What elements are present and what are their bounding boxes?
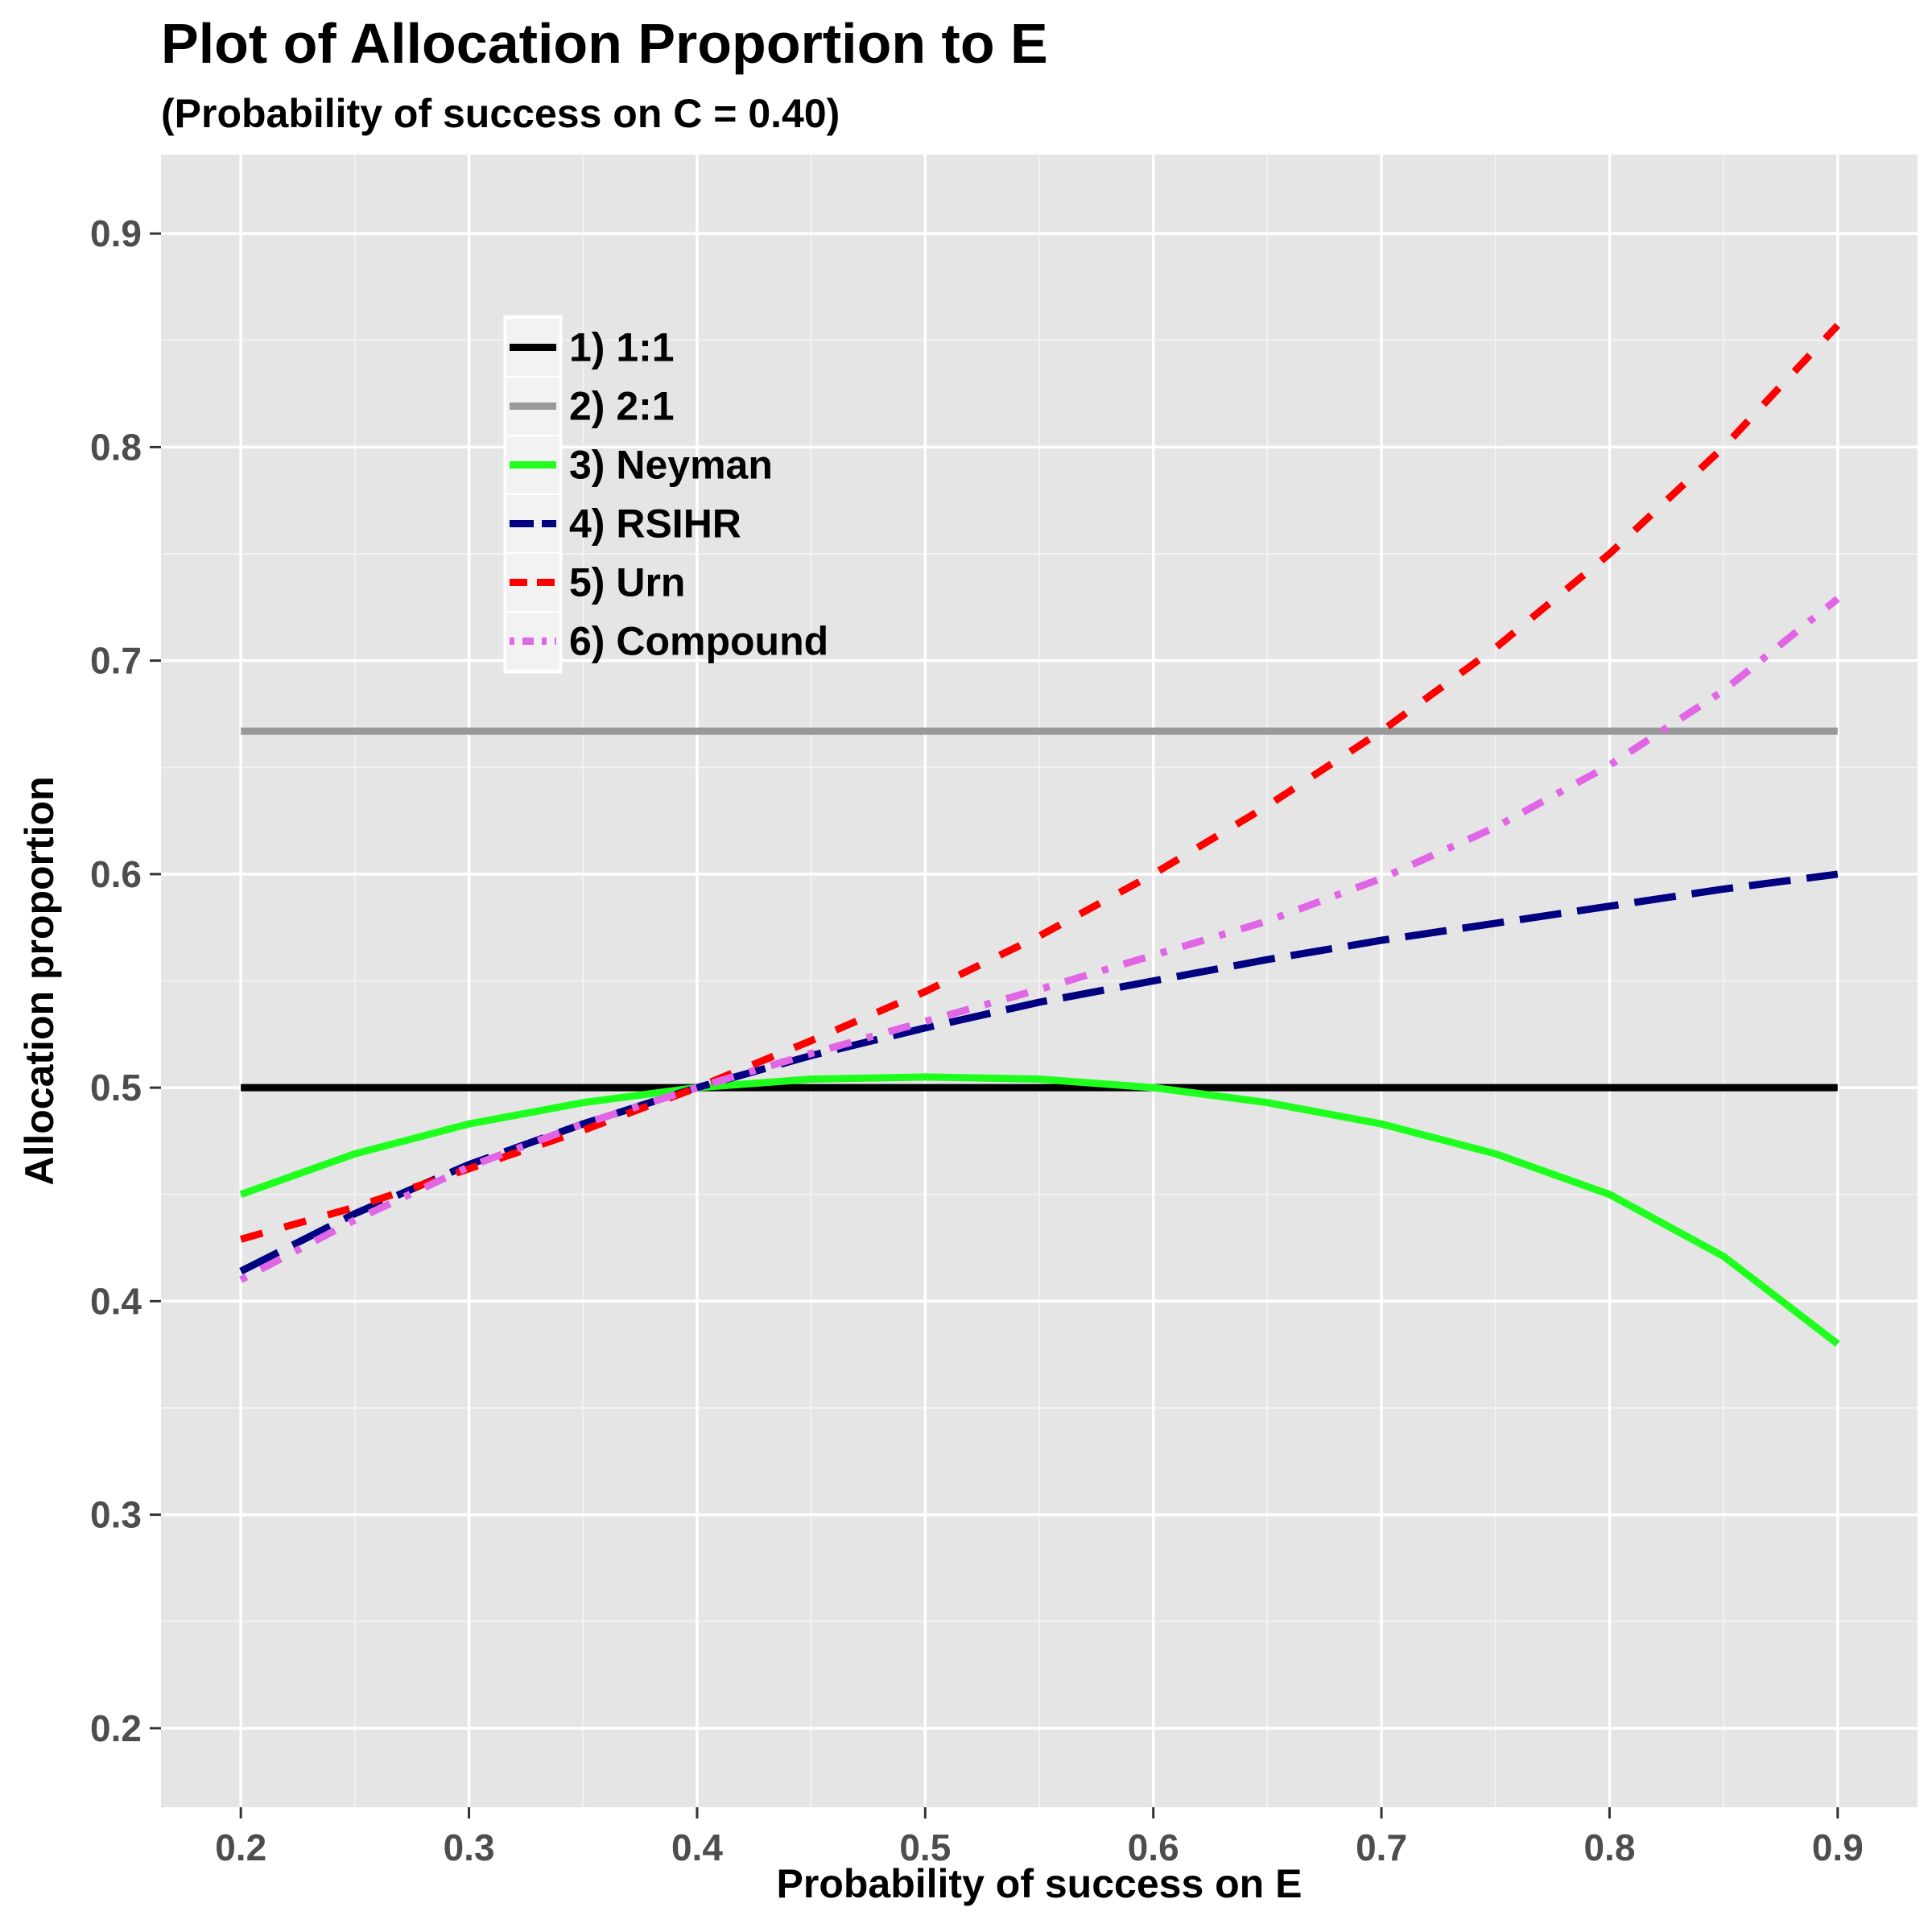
legend-label-3: 3) Neyman bbox=[569, 443, 773, 488]
tick-labels: 0.2 0.3 0.4 0.5 0.6 0.7 0.8 0.9 0.2 0.3 0.4 0.5 0.6 0… bbox=[90, 213, 1864, 1868]
x-tick-label: 0.2 bbox=[215, 1827, 266, 1868]
x-tick-label: 0.6 bbox=[1128, 1827, 1179, 1868]
y-tick-label: 0.6 bbox=[90, 853, 142, 895]
x-tick-label: 0.7 bbox=[1356, 1827, 1407, 1868]
y-tick-label: 0.8 bbox=[90, 426, 142, 468]
grid-minor bbox=[161, 155, 1918, 1807]
chart-subtitle: (Probability of success on C = 0.40) bbox=[161, 91, 840, 136]
legend-label-1: 1) 1:1 bbox=[569, 325, 675, 370]
y-tick-label: 0.9 bbox=[90, 213, 142, 254]
series-line-3 bbox=[239, 1073, 1840, 1347]
legend-label-5: 5) Urn bbox=[569, 560, 685, 605]
x-axis-title: Probability of success on E bbox=[777, 1861, 1302, 1906]
x-tick-label: 0.4 bbox=[671, 1827, 723, 1868]
y-tick-label: 0.7 bbox=[90, 640, 142, 682]
series-line-4 bbox=[239, 870, 1839, 1275]
legend-label-6: 6) Compound bbox=[569, 619, 828, 664]
axis-ticks bbox=[150, 232, 1839, 1818]
legend: 1) 1:1 2) 2:1 3) Neyman 4) RSIHR 5) Urn 6) Co… bbox=[503, 315, 828, 674]
legend-label-4: 4) RSIHR bbox=[569, 502, 741, 547]
y-tick-label: 0.3 bbox=[90, 1494, 142, 1536]
x-tick-label: 0.8 bbox=[1583, 1827, 1635, 1868]
y-axis-title: Allocation proportion bbox=[17, 776, 62, 1185]
chart-title: Plot of Allocation Proportion to E bbox=[161, 12, 1048, 75]
y-tick-label: 0.5 bbox=[90, 1067, 142, 1108]
legend-label-2: 2) 2:1 bbox=[569, 384, 675, 429]
y-tick-label: 0.4 bbox=[90, 1280, 142, 1322]
series-lines bbox=[239, 323, 1841, 1347]
x-tick-label: 0.9 bbox=[1812, 1827, 1864, 1868]
series-line-5 bbox=[239, 323, 1841, 1243]
y-tick-label: 0.2 bbox=[90, 1707, 142, 1749]
x-tick-label: 0.3 bbox=[444, 1827, 495, 1868]
x-tick-label: 0.5 bbox=[899, 1827, 951, 1868]
